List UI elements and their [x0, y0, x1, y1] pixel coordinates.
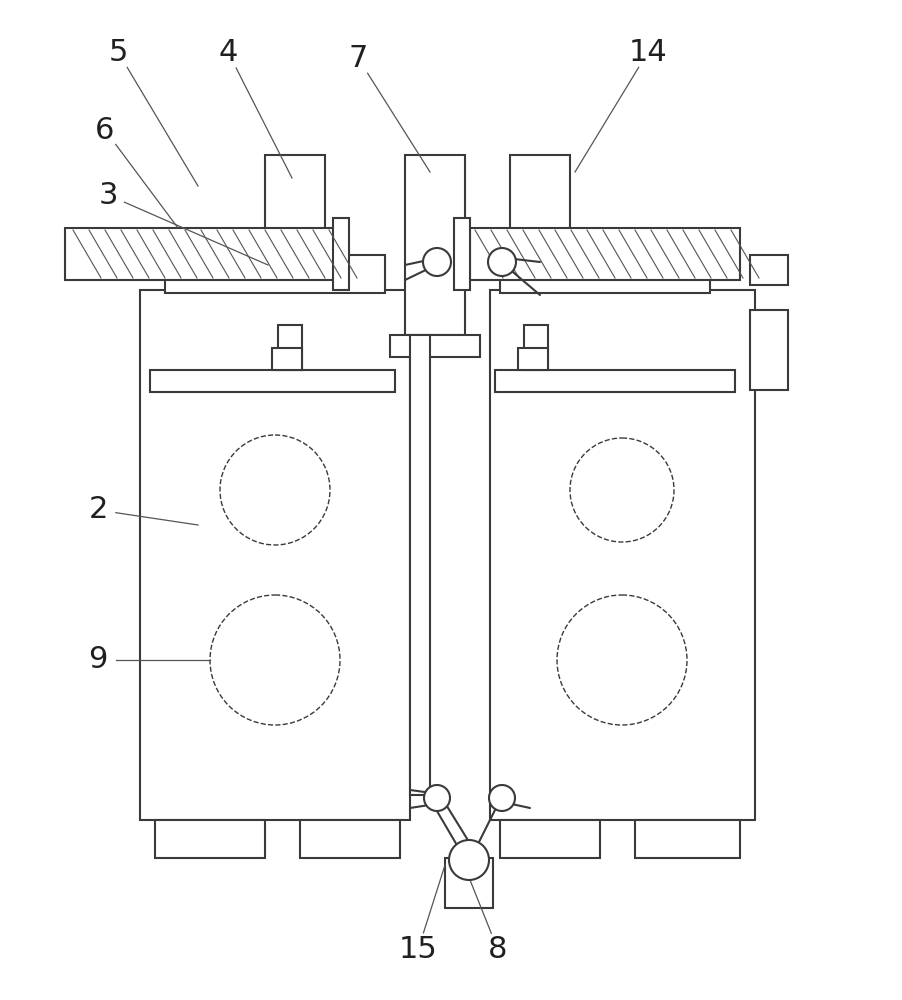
Text: 2: 2 [88, 495, 107, 524]
Circle shape [557, 595, 686, 725]
Circle shape [487, 248, 515, 276]
Circle shape [489, 785, 514, 811]
Text: 6: 6 [96, 116, 115, 145]
Bar [750, 255, 787, 285]
Circle shape [448, 840, 489, 880]
Bar [278, 325, 301, 370]
Bar [410, 335, 429, 795]
Bar [140, 290, 410, 820]
Bar [523, 325, 548, 370]
Bar [518, 348, 548, 370]
Bar [150, 370, 394, 392]
Bar [165, 255, 384, 293]
Text: 3: 3 [98, 180, 117, 210]
Bar [750, 310, 787, 390]
Text: 14: 14 [628, 38, 667, 67]
Text: 8: 8 [488, 935, 507, 964]
Bar [333, 218, 348, 290]
Circle shape [210, 595, 340, 725]
Bar [500, 820, 599, 858]
Text: 7: 7 [348, 44, 367, 73]
Bar [390, 335, 480, 357]
Text: 9: 9 [88, 646, 107, 674]
Circle shape [424, 785, 449, 811]
Bar [454, 218, 469, 290]
Bar [299, 820, 400, 858]
Text: 15: 15 [398, 935, 437, 964]
Bar [510, 155, 569, 255]
Bar [445, 858, 492, 908]
Circle shape [422, 248, 450, 276]
Bar [634, 820, 739, 858]
Bar [500, 255, 709, 293]
Text: 5: 5 [108, 38, 127, 67]
Text: 4: 4 [218, 38, 237, 67]
Bar [494, 370, 734, 392]
Bar [155, 820, 264, 858]
Bar [272, 348, 301, 370]
Bar [65, 228, 335, 280]
Circle shape [220, 435, 329, 545]
Bar [469, 228, 739, 280]
Circle shape [569, 438, 673, 542]
Bar [405, 155, 465, 335]
Bar [490, 290, 754, 820]
Bar [264, 155, 325, 255]
